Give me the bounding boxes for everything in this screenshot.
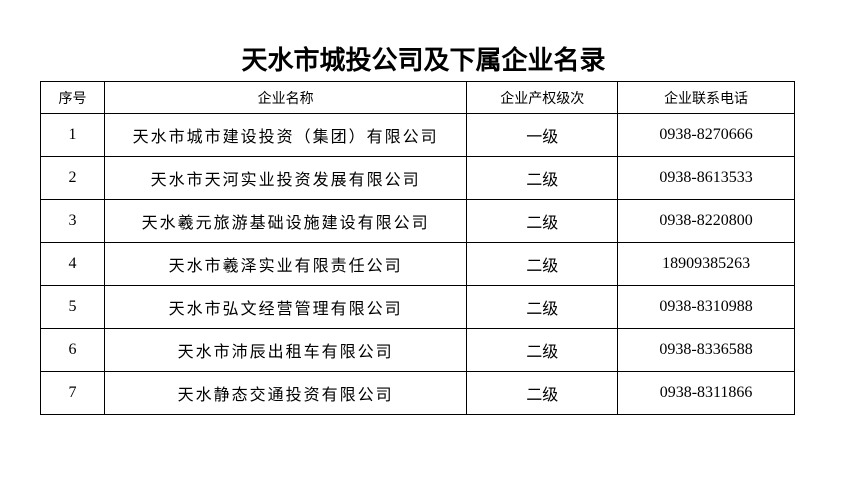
cell-phone: 0938-8270666 (617, 113, 795, 157)
cell-name: 天水静态交通投资有限公司 (103, 371, 468, 415)
company-table: 序号 企业名称 企业产权级次 企业联系电话 1 天水市城市建设投资（集团）有限公司… (40, 81, 795, 415)
table-row: 1 天水市城市建设投资（集团）有限公司 一级 0938-8270666 (40, 113, 795, 157)
cell-level: 二级 (466, 328, 619, 372)
table-row: 3 天水羲元旅游基础设施建设有限公司 二级 0938-8220800 (40, 199, 795, 243)
header-no: 序号 (40, 81, 105, 114)
cell-level: 二级 (466, 242, 619, 286)
cell-name: 天水羲元旅游基础设施建设有限公司 (103, 199, 468, 243)
cell-name: 天水市城市建设投资（集团）有限公司 (103, 113, 468, 157)
cell-phone: 18909385263 (617, 242, 795, 286)
cell-phone: 0938-8613533 (617, 156, 795, 200)
cell-phone: 0938-8311866 (617, 371, 795, 415)
cell-no: 2 (40, 156, 105, 200)
cell-level: 二级 (466, 199, 619, 243)
table-row: 6 天水市沛辰出租车有限公司 二级 0938-8336588 (40, 328, 795, 372)
cell-phone: 0938-8310988 (617, 285, 795, 329)
cell-name: 天水市沛辰出租车有限公司 (103, 328, 468, 372)
header-phone: 企业联系电话 (617, 81, 795, 114)
cell-no: 5 (40, 285, 105, 329)
cell-no: 7 (40, 371, 105, 415)
cell-name: 天水市弘文经营管理有限公司 (103, 285, 468, 329)
cell-phone: 0938-8336588 (617, 328, 795, 372)
table-row: 7 天水静态交通投资有限公司 二级 0938-8311866 (40, 371, 795, 415)
cell-phone: 0938-8220800 (617, 199, 795, 243)
table-header-row: 序号 企业名称 企业产权级次 企业联系电话 (40, 81, 795, 114)
table-row: 5 天水市弘文经营管理有限公司 二级 0938-8310988 (40, 285, 795, 329)
cell-name: 天水市羲泽实业有限责任公司 (103, 242, 468, 286)
cell-no: 4 (40, 242, 105, 286)
cell-level: 二级 (466, 371, 619, 415)
cell-no: 1 (40, 113, 105, 157)
cell-no: 3 (40, 199, 105, 243)
header-level: 企业产权级次 (466, 81, 619, 114)
cell-level: 二级 (466, 156, 619, 200)
table-row: 4 天水市羲泽实业有限责任公司 二级 18909385263 (40, 242, 795, 286)
cell-level: 二级 (466, 285, 619, 329)
cell-no: 6 (40, 328, 105, 372)
table-row: 2 天水市天河实业投资发展有限公司 二级 0938-8613533 (40, 156, 795, 200)
cell-name: 天水市天河实业投资发展有限公司 (103, 156, 468, 200)
header-name: 企业名称 (103, 81, 468, 114)
page-title: 天水市城投公司及下属企业名录 (241, 46, 606, 76)
cell-level: 一级 (466, 113, 619, 157)
